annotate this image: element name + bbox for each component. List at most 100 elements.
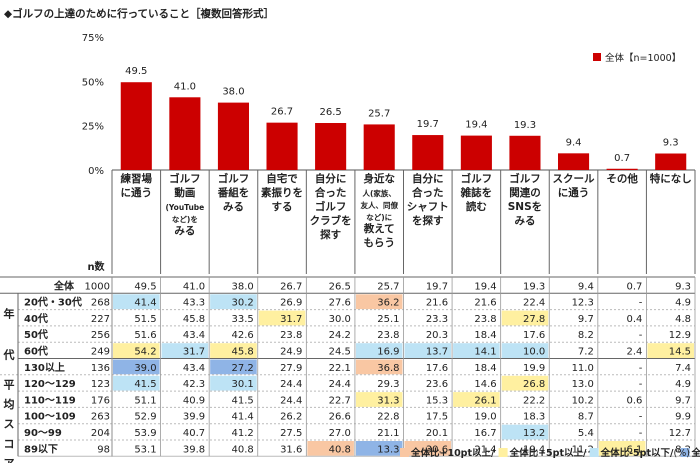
category-label: もらう bbox=[363, 237, 395, 249]
row-label: 50代 bbox=[24, 328, 48, 341]
highlight-cell bbox=[355, 441, 403, 456]
table-cell: 39.9 bbox=[183, 412, 205, 423]
highlight-cell bbox=[453, 392, 500, 407]
row-n: 1000 bbox=[85, 281, 110, 292]
highlight-cell bbox=[501, 310, 549, 326]
row-label: 60代 bbox=[24, 345, 48, 358]
bar bbox=[557, 153, 590, 170]
table-cell: 33.5 bbox=[231, 314, 253, 325]
table-cell: 53.1 bbox=[134, 444, 156, 455]
row-label: 90～99 bbox=[24, 428, 62, 439]
bar-value-label: 9.3 bbox=[663, 138, 679, 149]
row-label: 120～129 bbox=[24, 379, 76, 390]
table-cell: 11.0 bbox=[572, 363, 594, 374]
table-cell: 4.9 bbox=[675, 298, 691, 309]
table-cell: 27.8 bbox=[523, 314, 545, 325]
table-cell: 41.5 bbox=[231, 395, 253, 406]
table-cell: 26.5 bbox=[329, 281, 351, 292]
table-cell: 29.3 bbox=[377, 379, 399, 390]
table-cell: 6.1 bbox=[627, 444, 643, 455]
table-cell: 21.4 bbox=[474, 444, 496, 455]
table-cell: 5.4 bbox=[578, 428, 594, 439]
table-cell: 11.2 bbox=[572, 444, 594, 455]
table-cell: 22.7 bbox=[329, 395, 351, 406]
category-label: 身近な bbox=[363, 172, 395, 185]
category-label: 自分に bbox=[412, 172, 444, 185]
table-cell: 40.8 bbox=[231, 444, 253, 455]
highlight-cell bbox=[598, 441, 646, 456]
bar-value-label: 38.0 bbox=[222, 87, 244, 98]
table-cell: 51.5 bbox=[134, 314, 156, 325]
highlight-cell bbox=[210, 294, 257, 310]
y-tick-label: 75% bbox=[82, 33, 104, 44]
table-cell: 41.4 bbox=[134, 298, 156, 309]
bar bbox=[169, 97, 201, 170]
table-cell: 43.4 bbox=[183, 330, 205, 341]
category-label: 特になし bbox=[650, 172, 692, 185]
table-cell: 20.1 bbox=[426, 428, 448, 439]
table-cell: 7.4 bbox=[675, 363, 691, 374]
table-cell: 49.5 bbox=[134, 281, 156, 292]
table-cell: 41.5 bbox=[134, 379, 156, 390]
table-cell: 13.2 bbox=[523, 428, 545, 439]
category-label: 探す bbox=[320, 228, 341, 241]
row-label: 110～119 bbox=[24, 395, 76, 406]
table-cell: 2.4 bbox=[627, 347, 643, 358]
table-cell: 27.2 bbox=[231, 363, 253, 374]
group-label-char: 平 bbox=[4, 379, 15, 392]
color-legend-label: 全体比-10pt以下 bbox=[691, 447, 700, 459]
bar bbox=[217, 102, 250, 170]
table-cell: - bbox=[639, 330, 643, 341]
row-n: 136 bbox=[91, 363, 110, 374]
table-cell: 8.2 bbox=[578, 330, 594, 341]
bar bbox=[266, 122, 298, 170]
category-label: ゴルフ bbox=[509, 172, 541, 185]
table-cell: 9.7 bbox=[578, 314, 594, 325]
highlight-cell bbox=[307, 441, 354, 456]
table-cell: 36.2 bbox=[377, 298, 399, 309]
bar-value-label: 0.7 bbox=[614, 153, 630, 164]
table-cell: 12.9 bbox=[669, 330, 691, 341]
table-cell: 31.7 bbox=[280, 314, 302, 325]
table-cell: 54.2 bbox=[134, 347, 156, 358]
table-cell: 52.9 bbox=[134, 412, 156, 423]
category-label: 練習場 bbox=[121, 172, 153, 185]
category-label: ゴルフ bbox=[218, 172, 250, 185]
table-cell: 24.5 bbox=[329, 347, 351, 358]
table-cell: 24.2 bbox=[329, 330, 351, 341]
color-legend-swatch bbox=[680, 448, 690, 457]
table-cell: 20.3 bbox=[426, 330, 448, 341]
bar-value-label: 49.5 bbox=[125, 66, 147, 77]
table-cell: 30.0 bbox=[329, 314, 351, 325]
highlight-cell bbox=[355, 294, 403, 310]
table-cell: 22.4 bbox=[523, 298, 545, 309]
category-label: 動画 bbox=[174, 186, 195, 199]
category-label: みる bbox=[223, 201, 244, 213]
color-legend-label: 全体比+5pt以上/ bbox=[509, 447, 587, 459]
row-n: 263 bbox=[91, 412, 110, 423]
bar bbox=[412, 135, 444, 170]
highlight-cell bbox=[113, 375, 160, 391]
highlight-cell bbox=[404, 441, 452, 456]
bar bbox=[120, 82, 152, 170]
table-cell: 42.6 bbox=[231, 330, 253, 341]
highlight-cell bbox=[501, 424, 549, 440]
category-label: する bbox=[272, 201, 293, 213]
table-cell: - bbox=[639, 363, 643, 374]
highlight-cell bbox=[210, 375, 257, 391]
table-cell: 0.7 bbox=[627, 281, 643, 292]
category-label: シャフト bbox=[407, 201, 449, 213]
category-label: 自分に bbox=[315, 172, 347, 185]
bar bbox=[655, 153, 687, 170]
category-label: など)を bbox=[172, 214, 198, 224]
table-cell: 31.7 bbox=[183, 347, 205, 358]
category-label: クラブを bbox=[310, 214, 352, 227]
category-label: 合った bbox=[314, 186, 347, 199]
table-cell: 19.4 bbox=[474, 281, 496, 292]
table-cell: 41.0 bbox=[183, 281, 205, 292]
bar bbox=[363, 124, 395, 170]
table-cell: 24.4 bbox=[280, 379, 302, 390]
category-label: 教えて bbox=[363, 222, 395, 235]
table-cell: 51.6 bbox=[134, 330, 156, 341]
